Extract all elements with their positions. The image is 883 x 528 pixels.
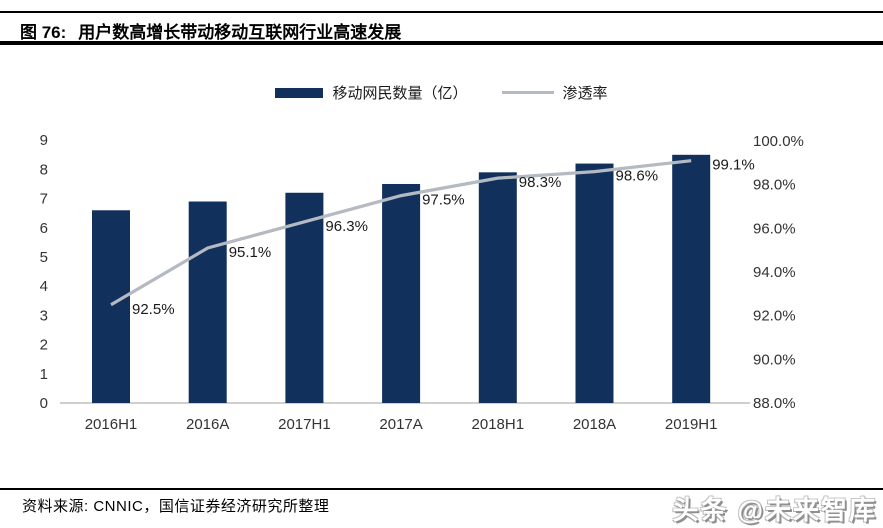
- bar-2017H1: [285, 192, 324, 403]
- combo-chart: 92.5% 95.1% 96.3% 97.5% 98.3% 98.6% 99.1% 0 1 2 3 4…: [40, 132, 804, 433]
- right-axis-tick: 88.0%: [753, 395, 796, 412]
- left-axis-tick: 5: [40, 249, 48, 266]
- figure-title: 用户数高增长带动移动互联网行业高速发展: [78, 23, 402, 42]
- left-axis-tick: 3: [40, 307, 48, 324]
- x-axis-label-2016A: 2016A: [186, 416, 229, 433]
- legend-label-penetration: 渗透率: [562, 85, 608, 102]
- right-axis-tick: 94.0%: [753, 264, 796, 281]
- line-data-label-2016A: 95.1%: [229, 244, 272, 261]
- line-data-label-2018H1: 98.3%: [519, 174, 562, 191]
- left-axis-tick: 4: [40, 278, 48, 295]
- x-axis-label-2016H1: 2016H1: [85, 416, 138, 433]
- footer-rule: [0, 488, 883, 490]
- x-axis-label-2018A: 2018A: [573, 416, 616, 433]
- chart-legend: 移动网民数量（亿） 渗透率: [0, 82, 883, 103]
- line-series-swatch-icon: [501, 91, 554, 94]
- x-axis-label-2019H1: 2019H1: [665, 416, 718, 433]
- x-axis-label-2017H1: 2017H1: [278, 416, 331, 433]
- bar-2016A: [188, 201, 227, 403]
- left-axis-tick: 2: [40, 337, 48, 354]
- left-axis-tick: 1: [40, 366, 48, 383]
- line-data-label-2016H1: 92.5%: [132, 301, 175, 318]
- bar-2018A: [575, 163, 614, 403]
- right-axis-tick: 92.0%: [753, 308, 796, 325]
- figure-title-row: 图 76: 用户数高增长带动移动互联网行业高速发展: [20, 18, 873, 43]
- bar-2016H1: [92, 210, 130, 403]
- penetration-line: [110, 159, 692, 307]
- right-axis-tick: 90.0%: [753, 351, 796, 368]
- bar-2017A: [382, 184, 421, 403]
- left-axis-tick: 8: [40, 161, 48, 178]
- line-data-label-2017H1: 96.3%: [325, 218, 368, 235]
- line-data-label-2019H1: 99.1%: [712, 157, 755, 174]
- right-axis-tick: 100.0%: [753, 133, 804, 150]
- watermark: 头条 @未来智库: [672, 495, 877, 525]
- top-rule: [0, 11, 883, 13]
- x-axis-label-2018H1: 2018H1: [472, 416, 525, 433]
- title-underline-rule: [0, 41, 883, 45]
- bar-2018H1: [478, 172, 517, 403]
- legend-item-mobile-users: 移动网民数量（亿）: [275, 82, 468, 103]
- bar-series-swatch-icon: [275, 87, 324, 98]
- left-axis-tick: 9: [40, 132, 48, 149]
- figure-number-label: 图 76:: [20, 23, 67, 42]
- legend-label-mobile-users: 移动网民数量（亿）: [332, 85, 468, 102]
- line-data-label-2017A: 97.5%: [422, 192, 465, 209]
- line-data-label-2018A: 98.6%: [616, 168, 659, 185]
- right-axis-tick: 98.0%: [753, 177, 796, 194]
- left-axis-tick: 6: [40, 220, 48, 237]
- right-axis-tick: 96.0%: [753, 220, 796, 237]
- x-axis-label-2017A: 2017A: [379, 416, 422, 433]
- legend-item-penetration: 渗透率: [501, 82, 608, 103]
- bar-2019H1: [672, 154, 711, 403]
- left-axis-tick: 7: [40, 191, 48, 208]
- left-axis-tick: 0: [40, 395, 48, 412]
- source-note: 资料来源: CNNIC，国信证券经济研究所整理: [22, 498, 330, 515]
